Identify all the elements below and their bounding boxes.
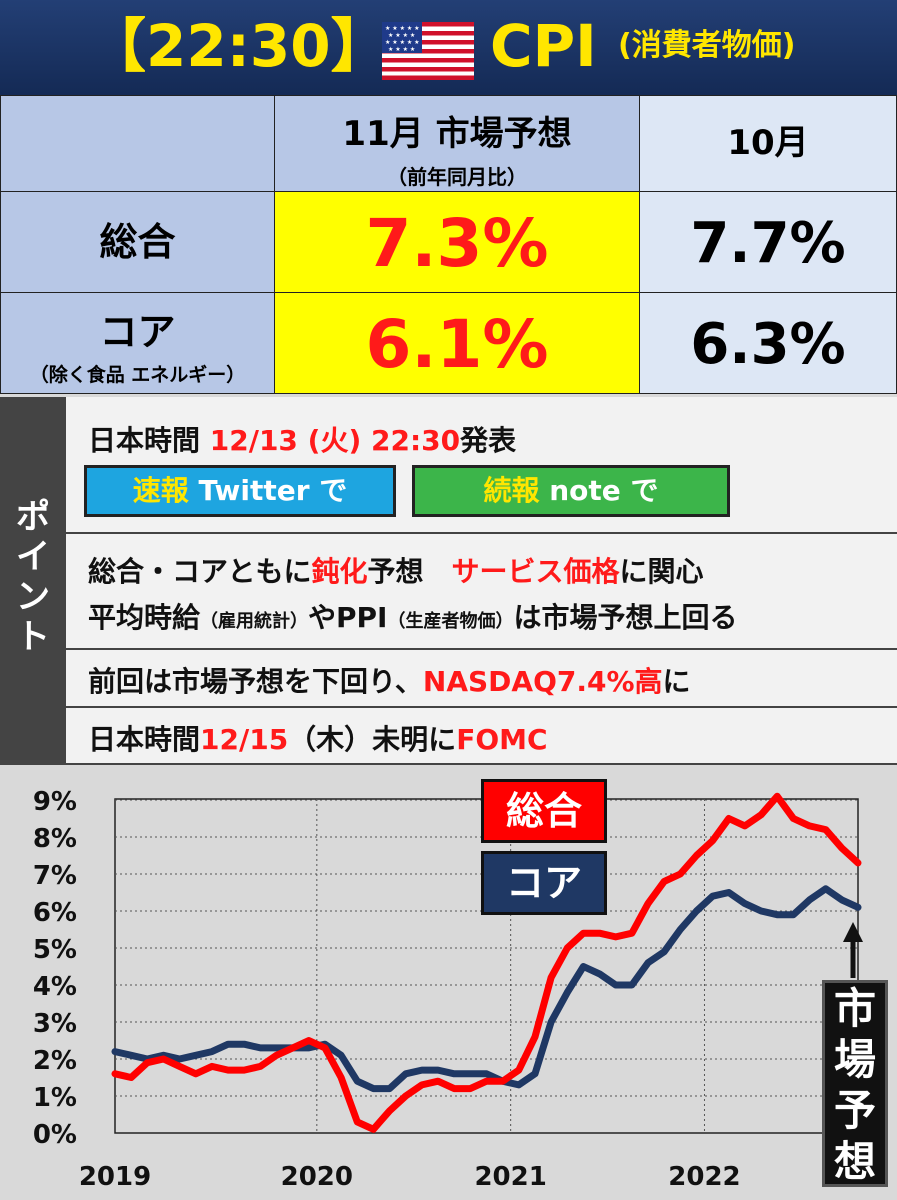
line2-e: は市場予想上回る bbox=[513, 601, 738, 634]
svg-text:★ ★ ★ ★: ★ ★ ★ ★ bbox=[388, 32, 415, 39]
row-sublabel-core: （除く食品 エネルギー） bbox=[29, 364, 246, 386]
line1-c: 予想 bbox=[367, 555, 452, 588]
row-label-core: コア bbox=[99, 310, 176, 354]
release-info-block: 日本時間 12/13 (火) 22:30発表 速報 Twitter で 続報 n… bbox=[66, 397, 897, 534]
table-corner-cell bbox=[0, 95, 275, 192]
line3-b: NASDAQ7.4%高 bbox=[422, 665, 663, 698]
x-tick-label: 2019 bbox=[79, 1162, 151, 1192]
line2-a: 平均時給 bbox=[88, 601, 201, 634]
forecast-total: 7.3% bbox=[274, 191, 640, 293]
y-tick-label: 1% bbox=[33, 1083, 77, 1113]
forecast-subheader: （前年同月比） bbox=[387, 165, 527, 189]
cpi-title: CPI bbox=[490, 12, 597, 80]
points-side-char: ポ bbox=[16, 497, 50, 537]
point-block-fomc: 日本時間12/15（木）未明にFOMC bbox=[66, 708, 897, 765]
forecast-core: 6.1% bbox=[274, 292, 640, 394]
x-tick-label: 2022 bbox=[668, 1162, 740, 1192]
x-axis-ticks: 2019 2020 2021 2022 bbox=[79, 1162, 741, 1192]
note-button[interactable]: 続報 note で bbox=[412, 465, 730, 517]
point-line-2: 平均時給（雇用統計）やPPI（生産者物価）は市場予想上回る bbox=[88, 596, 738, 636]
x-tick-label: 2021 bbox=[474, 1162, 546, 1192]
line2-b: （雇用統計） bbox=[200, 611, 309, 632]
line4-a: 日本時間 bbox=[88, 723, 201, 756]
svg-text:★ ★ ★ ★ ★: ★ ★ ★ ★ ★ bbox=[385, 25, 420, 32]
y-tick-label: 0% bbox=[33, 1120, 77, 1150]
legend-total: 総合 bbox=[481, 779, 607, 843]
us-flag-icon: ★ ★ ★ ★ ★ ★ ★ ★ ★ ★ ★ ★ ★ ★ ★ ★ ★ ★ bbox=[382, 22, 474, 80]
row-label-core-cell: コア （除く食品 エネルギー） bbox=[0, 292, 275, 394]
y-tick-label: 7% bbox=[33, 861, 77, 891]
line1-d: サービス価格 bbox=[451, 555, 620, 588]
x-tick-label: 2020 bbox=[281, 1162, 353, 1192]
release-prefix: 日本時間 bbox=[88, 424, 210, 457]
twitter-button[interactable]: 速報 Twitter で bbox=[84, 465, 396, 517]
y-tick-label: 6% bbox=[33, 898, 77, 928]
cpi-subtitle: (消費者物価) bbox=[618, 28, 796, 63]
line2-d: （生産者物価） bbox=[387, 611, 514, 632]
y-tick-label: 4% bbox=[33, 972, 77, 1002]
line4-d: FOMC bbox=[456, 723, 548, 756]
line1-b: 鈍化 bbox=[311, 555, 368, 588]
points-section: ポイント 日本時間 12/13 (火) 22:30発表 速報 Twitter で… bbox=[0, 397, 897, 765]
line3-c: に bbox=[662, 665, 691, 698]
point-line-4: 日本時間12/15（木）未明にFOMC bbox=[88, 718, 548, 758]
row-label-total: 総合 bbox=[0, 191, 275, 293]
release-line: 日本時間 12/13 (火) 22:30発表 bbox=[88, 419, 516, 459]
header-banner: 【22:30】 ★ ★ ★ ★ ★ ★ ★ ★ ★ ★ ★ ★ ★ ★ ★ ★ … bbox=[0, 0, 897, 95]
svg-text:★ ★ ★ ★ ★: ★ ★ ★ ★ ★ bbox=[385, 39, 420, 46]
forecast-header-cell: 11月 市場予想 （前年同月比） bbox=[274, 95, 640, 192]
y-tick-label: 8% bbox=[33, 824, 77, 854]
prev-header: 10月 bbox=[639, 95, 897, 192]
y-tick-label: 5% bbox=[33, 935, 77, 965]
point-block-previous: 前回は市場予想を下回り、NASDAQ7.4%高に bbox=[66, 650, 897, 708]
line4-b: 12/15 bbox=[200, 723, 289, 756]
line1-a: 総合・コアともに bbox=[88, 555, 312, 588]
series-line-core bbox=[111, 885, 862, 1093]
release-suffix: 発表 bbox=[460, 424, 517, 457]
cpi-line-chart: 0% 1% 2% 3% 4% 5% 6% 7% 8% 9% 2019 2020 2021 2022 bbox=[33, 787, 862, 1192]
release-time-label: 【22:30】 bbox=[88, 12, 389, 80]
points-side-char: ン bbox=[16, 577, 50, 617]
twitter-button-label-b: Twitter で bbox=[188, 474, 348, 507]
y-axis-ticks: 0% 1% 2% 3% 4% 5% 6% 7% 8% 9% bbox=[33, 787, 77, 1150]
y-tick-label: 9% bbox=[33, 787, 77, 817]
points-side-char: イ bbox=[16, 537, 50, 577]
y-tick-label: 3% bbox=[33, 1009, 77, 1039]
points-side-label-box: ポイント bbox=[0, 397, 66, 765]
note-button-label-a: 続報 bbox=[483, 474, 540, 507]
point-line-3: 前回は市場予想を下回り、NASDAQ7.4%高に bbox=[88, 660, 691, 700]
legend-core: コア bbox=[481, 851, 607, 915]
line2-c: やPPI bbox=[308, 601, 388, 634]
market-forecast-annotation: 市場予想 bbox=[822, 980, 888, 1187]
prev-core: 6.3% bbox=[639, 292, 897, 394]
points-side-label: ポイント bbox=[14, 497, 52, 657]
forecast-header: 11月 市場予想 bbox=[342, 114, 572, 154]
line3-a: 前回は市場予想を下回り、 bbox=[88, 665, 423, 698]
line4-c: （木）未明に bbox=[288, 723, 457, 756]
release-time: 12/13 (火) 22:30 bbox=[209, 424, 461, 457]
point-line-1: 総合・コアともに鈍化予想 サービス価格に関心 bbox=[88, 550, 704, 590]
prev-total: 7.7% bbox=[639, 191, 897, 293]
note-button-label-b: note で bbox=[539, 474, 659, 507]
points-side-char: ト bbox=[16, 617, 50, 657]
series-line-total bbox=[111, 792, 862, 1133]
twitter-button-label-a: 速報 bbox=[132, 474, 189, 507]
svg-text:★ ★ ★ ★: ★ ★ ★ ★ bbox=[388, 46, 415, 53]
line1-e: に関心 bbox=[619, 555, 704, 588]
chart-series bbox=[111, 792, 862, 1133]
forecast-table: 11月 市場予想 （前年同月比） 10月 総合 7.3% 7.7% コア （除く… bbox=[0, 95, 897, 395]
point-block-outlook: 総合・コアともに鈍化予想 サービス価格に関心 平均時給（雇用統計）やPPI（生産… bbox=[66, 534, 897, 650]
y-tick-label: 2% bbox=[33, 1046, 77, 1076]
